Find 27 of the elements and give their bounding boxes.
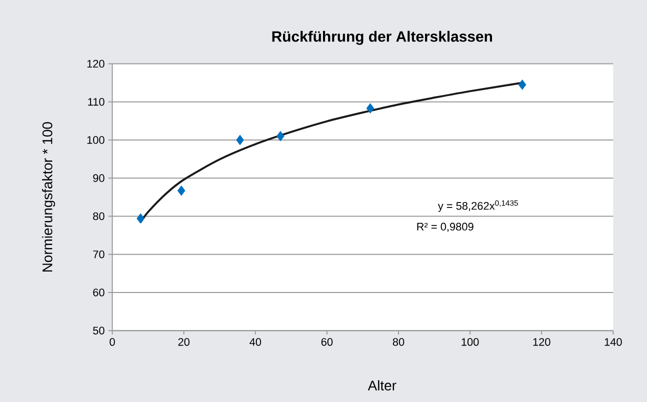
point [276,130,284,142]
x-tick-label: 140 [604,338,622,346]
point [136,213,144,224]
y-tick-label: 80 [93,212,104,220]
y-tick-label: 50 [93,326,104,334]
x-tick-label: 100 [462,338,479,346]
y-tick-label: 60 [93,288,104,296]
x-tick-label: 20 [178,338,190,346]
x-tick-label: 80 [392,338,404,346]
y-tick-label: 90 [93,174,104,182]
annotation: y = 58,262x$^{0,1435}$ [438,200,518,212]
x-tick-label: 40 [250,338,262,346]
point [236,134,244,146]
x-tick-label: 0 [110,338,115,346]
y-tick-label: 110 [88,98,104,106]
y-tick-label: 100 [87,136,104,144]
point [366,103,374,114]
point [518,79,526,90]
x-tick-label: 120 [533,338,550,346]
y-tick-label: 70 [93,250,104,258]
y-axis-title: Normierungsfaktor * 100 [42,122,56,272]
y-tick-label: 120 [87,60,104,68]
x-axis-title: Alter [368,380,396,390]
x-tick-label: 60 [321,338,333,346]
point [177,185,186,196]
chart-title: Rückführung der Altersklassen [272,30,492,45]
annotation: R² = 0,9809 [417,222,474,232]
